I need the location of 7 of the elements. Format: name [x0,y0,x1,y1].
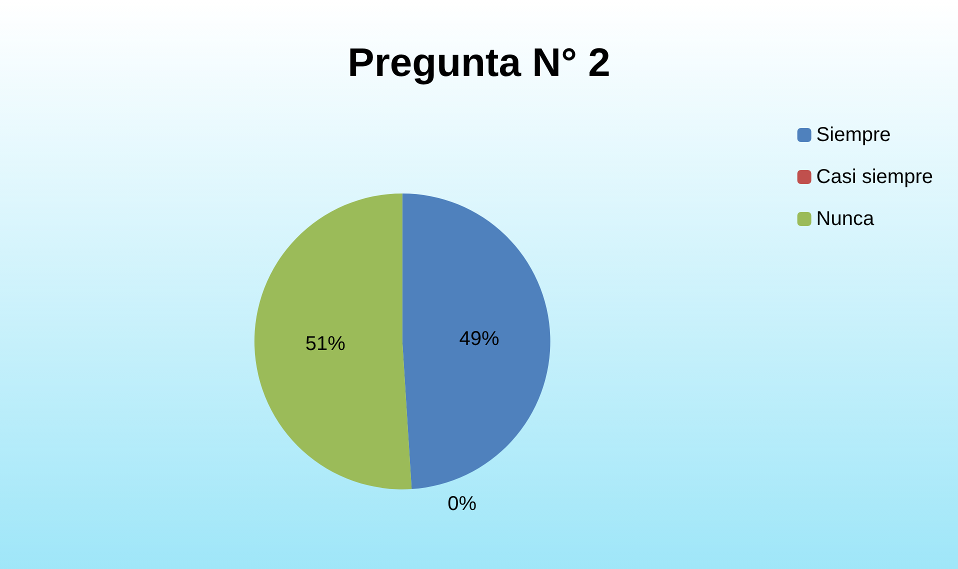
legend-label: Siempre [816,124,891,146]
data-label: 49% [459,328,500,350]
legend-label: Casi siempre [816,166,934,188]
text: 0% [448,493,476,516]
data-label: 51% [305,332,346,355]
legend-label: Nunca [816,208,875,230]
chart-title: Pregunta N° 2 [348,41,610,85]
